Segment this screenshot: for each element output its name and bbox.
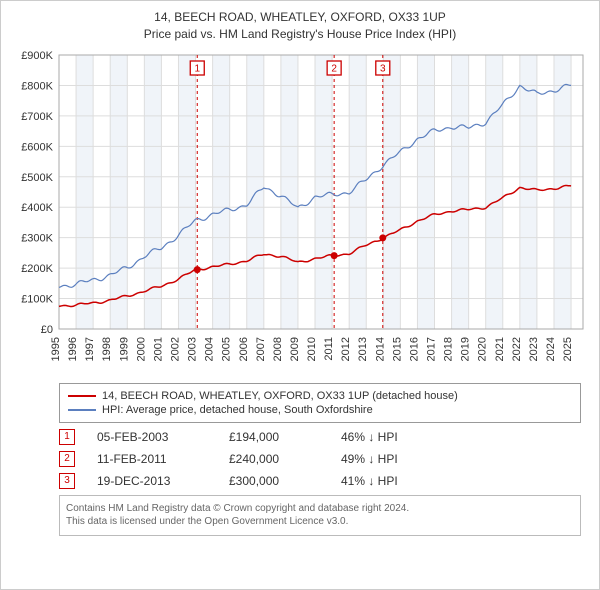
- x-tick-label: 2017: [426, 337, 438, 361]
- x-tick-label: 2002: [169, 337, 181, 361]
- transaction-row: 1 05-FEB-2003 £194,000 46% ↓ HPI: [59, 429, 581, 445]
- legend-label: 14, BEECH ROAD, WHEATLEY, OXFORD, OX33 1…: [102, 390, 458, 402]
- footer-attribution: Contains HM Land Registry data © Crown c…: [59, 495, 581, 536]
- x-tick-label: 2001: [152, 337, 164, 361]
- tx-row-date: 19-DEC-2013: [97, 474, 207, 488]
- x-tick-label: 2010: [306, 337, 318, 361]
- x-tick-label: 2021: [494, 337, 506, 361]
- x-tick-label: 2003: [187, 337, 199, 361]
- transactions-table: 1 05-FEB-2003 £194,000 46% ↓ HPI 2 11-FEB-201…: [59, 429, 581, 489]
- x-tick-label: 2024: [545, 337, 557, 361]
- tx-row-date: 05-FEB-2003: [97, 430, 207, 444]
- x-tick-label: 2022: [511, 337, 523, 361]
- x-tick-label: 2019: [460, 337, 472, 361]
- legend: 14, BEECH ROAD, WHEATLEY, OXFORD, OX33 1…: [59, 383, 581, 423]
- chart-area: £0 £100K £200K £300K £400K £500K £600K £700K £80…: [9, 47, 591, 377]
- x-tick-label: 2023: [528, 337, 540, 361]
- tx-row-price: £240,000: [229, 452, 319, 466]
- x-tick-label: 2018: [443, 337, 455, 361]
- x-tick-label: 2007: [255, 337, 267, 361]
- x-tick-label: 2014: [374, 337, 386, 361]
- y-tick-label: £500K: [21, 171, 53, 183]
- legend-label: HPI: Average price, detached house, Sout…: [102, 404, 373, 416]
- x-tick-label: 2016: [408, 337, 420, 361]
- chart-titles: 14, BEECH ROAD, WHEATLEY, OXFORD, OX33 1…: [9, 9, 591, 43]
- tx-marker-label: 2: [331, 63, 337, 74]
- title-line-2: Price paid vs. HM Land Registry's House …: [9, 26, 591, 43]
- legend-line-sample: [68, 409, 96, 411]
- x-tick-label: 1996: [67, 337, 79, 361]
- y-tick-label: £200K: [21, 263, 53, 275]
- legend-row: 14, BEECH ROAD, WHEATLEY, OXFORD, OX33 1…: [68, 390, 572, 402]
- tx-row-marker: 3: [59, 473, 75, 489]
- transaction-row: 3 19-DEC-2013 £300,000 41% ↓ HPI: [59, 473, 581, 489]
- x-tick-label: 2011: [323, 337, 335, 361]
- legend-line-sample: [68, 395, 96, 397]
- tx-row-marker: 2: [59, 451, 75, 467]
- tx-row-hpi-delta: 46% ↓ HPI: [341, 430, 398, 444]
- y-tick-label: £700K: [21, 110, 53, 122]
- transaction-row: 2 11-FEB-2011 £240,000 49% ↓ HPI: [59, 451, 581, 467]
- chart-svg: £0 £100K £200K £300K £400K £500K £600K £700K £80…: [9, 47, 591, 377]
- x-tick-label: 2004: [204, 337, 216, 361]
- x-tick-label: 1997: [84, 337, 96, 361]
- x-tick-label: 2006: [238, 337, 250, 361]
- tx-row-marker: 1: [59, 429, 75, 445]
- x-tick-label: 2020: [477, 337, 489, 361]
- tx-row-price: £300,000: [229, 474, 319, 488]
- x-tick-label: 2025: [562, 337, 574, 361]
- x-tick-label: 2012: [340, 337, 352, 361]
- y-tick-label: £100K: [21, 293, 53, 305]
- y-tick-label: £800K: [21, 80, 53, 92]
- title-line-1: 14, BEECH ROAD, WHEATLEY, OXFORD, OX33 1…: [9, 9, 591, 26]
- footer-line-2: This data is licensed under the Open Gov…: [66, 515, 574, 529]
- y-tick-label: £900K: [21, 50, 53, 62]
- x-tick-label: 2013: [357, 337, 369, 361]
- x-tick-label: 2009: [289, 337, 301, 361]
- tx-marker-label: 1: [194, 63, 200, 74]
- footer-line-1: Contains HM Land Registry data © Crown c…: [66, 502, 574, 516]
- x-tick-label: 2015: [391, 337, 403, 361]
- x-tick-label: 1995: [50, 337, 62, 361]
- tx-row-hpi-delta: 41% ↓ HPI: [341, 474, 398, 488]
- tx-row-hpi-delta: 49% ↓ HPI: [341, 452, 398, 466]
- x-tick-label: 2000: [135, 337, 147, 361]
- x-tick-label: 2005: [221, 337, 233, 361]
- tx-marker-label: 3: [380, 63, 386, 74]
- x-tick-label: 1999: [118, 337, 130, 361]
- x-tick-label: 2008: [272, 337, 284, 361]
- x-tick-label: 1998: [101, 337, 113, 361]
- y-tick-label: £300K: [21, 232, 53, 244]
- y-tick-label: £600K: [21, 141, 53, 153]
- y-tick-label: £400K: [21, 202, 53, 214]
- legend-row: HPI: Average price, detached house, Sout…: [68, 404, 572, 416]
- tx-row-date: 11-FEB-2011: [97, 452, 207, 466]
- tx-row-price: £194,000: [229, 430, 319, 444]
- y-tick-label: £0: [41, 324, 53, 336]
- page-container: 14, BEECH ROAD, WHEATLEY, OXFORD, OX33 1…: [0, 0, 600, 590]
